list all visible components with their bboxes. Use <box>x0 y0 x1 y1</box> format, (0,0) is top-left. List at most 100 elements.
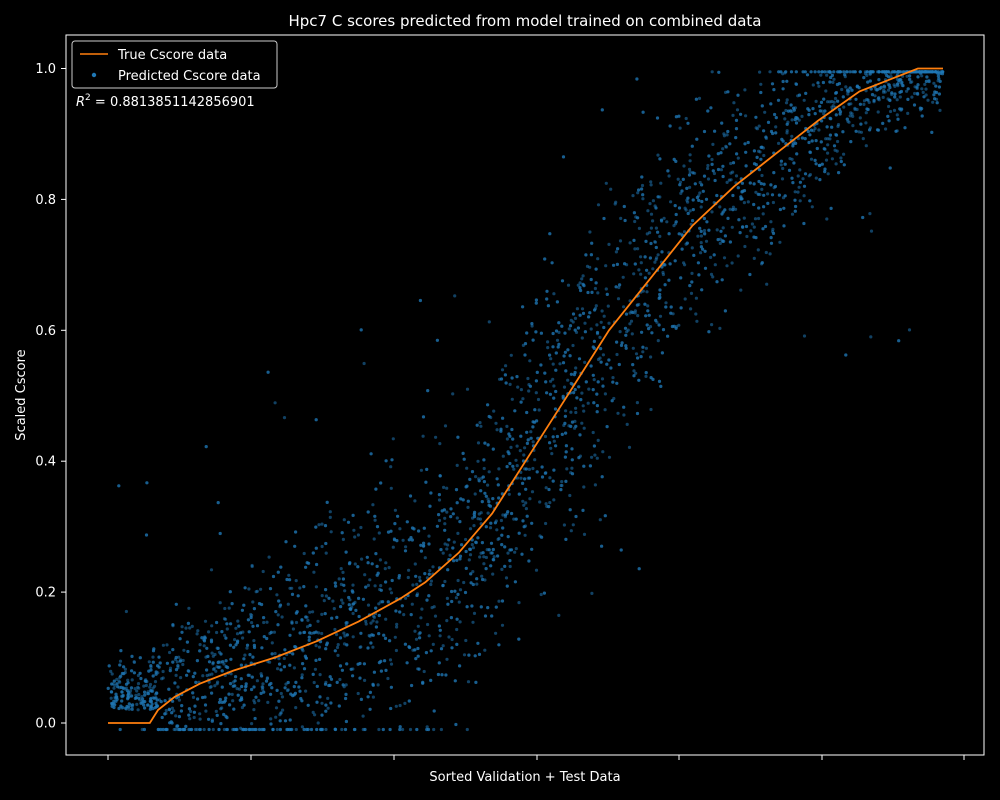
scatter-point <box>736 93 740 97</box>
scatter-point <box>402 613 406 617</box>
scatter-point <box>570 458 574 462</box>
scatter-point <box>839 156 843 160</box>
scatter-point <box>309 727 314 732</box>
scatter-point <box>803 70 807 74</box>
scatter-point <box>897 339 901 343</box>
scatter-point <box>694 97 699 101</box>
scatter-point <box>130 654 134 659</box>
scatter-point <box>270 686 274 690</box>
scatter-point <box>149 705 153 709</box>
scatter-point <box>311 610 315 614</box>
scatter-point <box>145 481 149 485</box>
scatter-point <box>469 581 473 585</box>
scatter-point <box>607 242 611 246</box>
scatter-point <box>582 409 586 413</box>
scatter-point <box>835 82 840 87</box>
scatter-point <box>853 106 857 110</box>
scatter-point <box>228 643 232 647</box>
scatter-point <box>551 435 555 439</box>
scatter-point <box>458 520 462 524</box>
scatter-point <box>438 442 442 446</box>
scatter-point <box>445 596 449 601</box>
scatter-point <box>715 280 719 284</box>
scatter-point <box>195 659 199 663</box>
scatter-point <box>426 389 430 393</box>
scatter-point <box>153 680 158 684</box>
scatter-point <box>769 241 774 245</box>
scatter-point <box>590 455 594 459</box>
scatter-point <box>725 133 729 137</box>
scatter-point <box>810 205 814 209</box>
scatter-point <box>279 565 283 569</box>
scatter-point <box>629 319 634 323</box>
scatter-point <box>721 239 725 243</box>
scatter-point <box>217 700 222 705</box>
scatter-point <box>668 124 672 128</box>
scatter-point <box>870 93 875 97</box>
scatter-point <box>159 727 163 732</box>
scatter-point <box>486 483 490 487</box>
scatter-point <box>366 583 370 588</box>
scatter-point <box>161 643 165 647</box>
scatter-point <box>846 92 850 96</box>
scatter-point <box>632 211 637 215</box>
scatter-point <box>560 480 564 484</box>
scatter-point <box>646 209 650 213</box>
scatter-point <box>290 586 294 590</box>
scatter-point <box>190 624 194 629</box>
scatter-point <box>346 520 351 524</box>
scatter-point <box>361 597 365 601</box>
scatter-point <box>370 633 374 637</box>
scatter-point <box>898 95 902 99</box>
y-tick-label: 0.2 <box>35 586 56 601</box>
scatter-point <box>824 158 829 162</box>
scatter-point <box>382 633 386 637</box>
scatter-point <box>516 385 520 389</box>
scatter-point <box>300 618 304 622</box>
scatter-point <box>230 692 234 697</box>
scatter-point <box>393 522 397 526</box>
scatter-point <box>771 227 775 231</box>
scatter-point <box>934 84 938 88</box>
scatter-point <box>294 706 298 710</box>
scatter-point <box>912 103 917 107</box>
scatter-point <box>448 553 452 557</box>
scatter-point <box>752 256 756 260</box>
scatter-point <box>713 129 717 133</box>
scatter-point <box>495 428 499 432</box>
scatter-point <box>477 652 482 657</box>
scatter-point <box>762 129 766 133</box>
scatter-point <box>814 162 818 166</box>
scatter-point <box>123 667 127 671</box>
scatter-point <box>590 591 594 596</box>
scatter-point <box>724 145 729 149</box>
scatter-point <box>193 704 197 708</box>
scatter-point <box>513 550 517 554</box>
scatter-point <box>606 304 610 308</box>
scatter-point <box>149 668 153 672</box>
scatter-point <box>373 518 377 522</box>
scatter-point <box>138 671 142 675</box>
scatter-point <box>802 184 807 188</box>
scatter-point <box>476 536 480 540</box>
scatter-point <box>887 104 891 109</box>
scatter-point <box>694 296 699 300</box>
scatter-point <box>612 396 616 401</box>
scatter-point <box>287 573 291 577</box>
scatter-point <box>504 576 509 580</box>
scatter-point <box>126 678 130 682</box>
scatter-point <box>324 709 328 713</box>
scatter-point <box>140 695 144 699</box>
scatter-point <box>713 263 717 267</box>
scatter-point <box>521 305 525 309</box>
scatter-point <box>443 424 448 428</box>
scatter-point <box>636 216 640 220</box>
scatter-point <box>829 206 833 210</box>
scatter-point <box>738 231 742 235</box>
scatter-point <box>262 616 266 620</box>
scatter-point <box>924 87 928 91</box>
scatter-point <box>779 163 783 167</box>
scatter-point <box>471 546 475 550</box>
scatter-point <box>595 392 599 396</box>
scatter-point <box>357 596 361 601</box>
